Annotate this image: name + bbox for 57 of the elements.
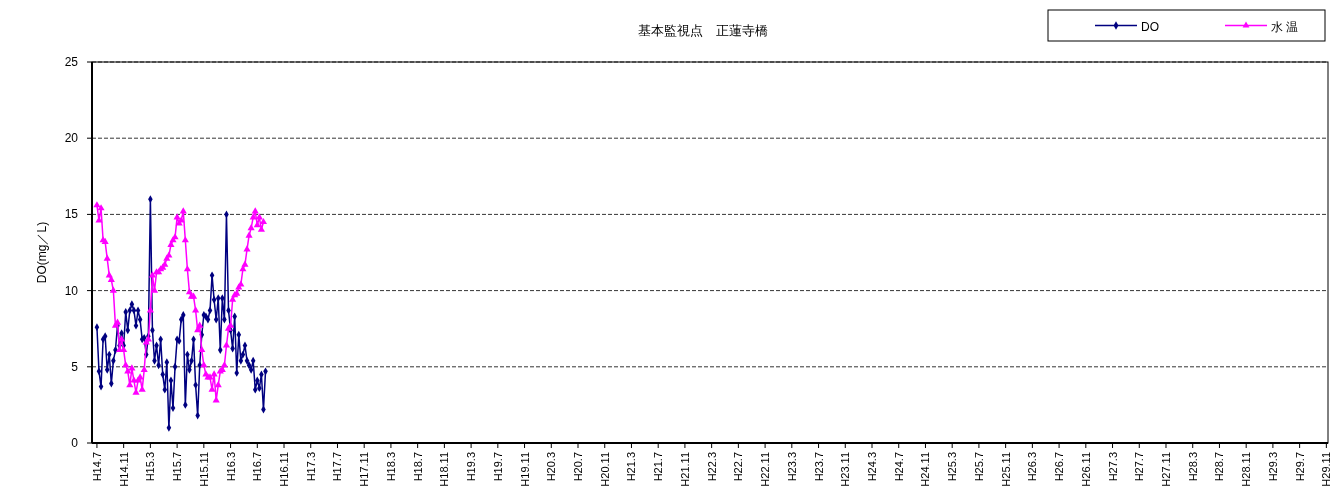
x-tick-label: H29.3 [1266,452,1279,482]
x-tick-label: H17.7 [331,452,344,482]
x-tick-label: H20.7 [572,452,585,482]
x-tick-label: H29.7 [1293,452,1306,482]
x-tick-label: H27.3 [1106,452,1119,482]
x-tick-label: H18.3 [384,452,397,482]
legend-label: DO [1141,19,1159,34]
x-tick-label: H16.3 [224,452,237,482]
legend-label: 水 温 [1271,19,1299,34]
x-tick-label: H15.3 [144,452,157,482]
x-tick-label: H24.11 [919,452,932,487]
x-tick-label: H29.11 [1320,452,1333,487]
x-tick-label: H15.7 [171,452,184,482]
x-tick-label: H19.3 [465,452,478,482]
x-tick-label: H26.7 [1053,452,1066,482]
x-tick-label: H15.11 [197,452,210,487]
x-tick-label: H21.7 [652,452,665,482]
x-tick-label: H25.11 [999,452,1012,487]
x-tick-label: H25.3 [946,452,959,482]
x-tick-label: H24.7 [892,452,905,482]
x-tick-label: H20.3 [545,452,558,482]
x-tick-label: H28.7 [1213,452,1226,482]
x-tick-label: H21.11 [678,452,691,487]
x-tick-label: H18.7 [411,452,424,482]
x-tick-label: H18.11 [438,452,451,487]
x-tick-label: H20.11 [598,452,611,487]
x-tick-label: H23.7 [812,452,825,482]
x-tick-label: H21.3 [625,452,638,482]
x-tick-label: H23.3 [785,452,798,482]
x-tick-label: H22.3 [705,452,718,482]
chart-title: 基本監視点 正蓮寺橋 [638,23,768,38]
x-tick-label: H28.11 [1240,452,1253,487]
y-tick-label: 20 [64,131,79,146]
x-tick-label: H17.3 [304,452,317,482]
y-tick-label: 5 [71,359,79,374]
x-tick-label: H19.11 [518,452,531,487]
x-tick-label: H28.3 [1186,452,1199,482]
y-tick-label: 0 [71,436,79,450]
y-tick-label: 15 [64,207,79,222]
x-tick-label: H22.7 [732,452,745,482]
x-tick-label: H24.3 [866,452,878,482]
x-tick-label: H14.7 [90,452,103,482]
x-tick-label: H27.11 [1160,452,1172,487]
x-tick-label: H19.7 [491,452,504,482]
x-tick-label: H23.11 [839,452,852,487]
x-tick-label: H25.7 [972,452,985,482]
x-tick-label: H22.11 [759,452,772,487]
y-tick-label: 10 [64,283,79,298]
x-tick-label: H27.7 [1133,452,1146,482]
y-axis-title: DO(mg／L) [35,221,49,284]
x-tick-label: H26.3 [1026,452,1039,482]
x-tick-label: H17.11 [358,452,371,487]
x-tick-label: H16.7 [251,452,264,482]
y-tick-label: 25 [64,55,79,69]
x-tick-label: H16.11 [278,452,291,487]
x-tick-label: H26.11 [1079,452,1092,487]
x-tick-label: H14.11 [117,452,130,487]
